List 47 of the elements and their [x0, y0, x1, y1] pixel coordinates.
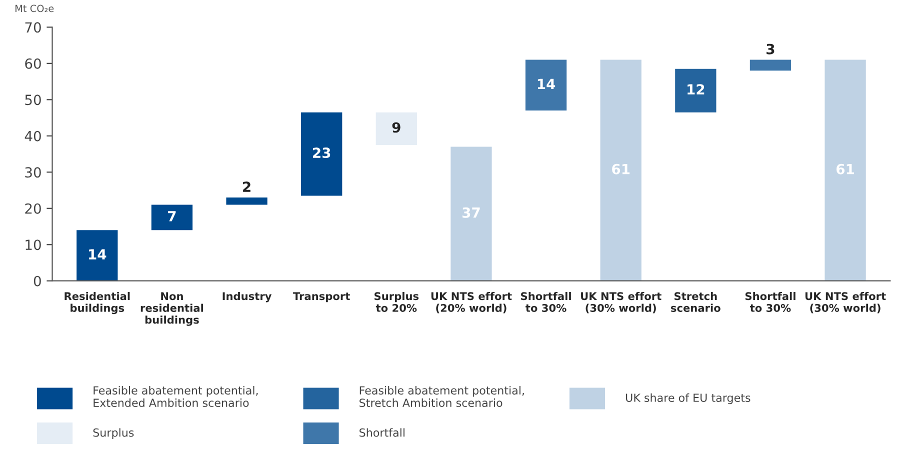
legend-label: Surplus — [93, 428, 134, 439]
data-label: 61 — [612, 164, 630, 174]
x-tick-label: Transport — [293, 292, 350, 302]
bar — [76, 230, 118, 281]
data-label: 14 — [538, 78, 556, 89]
data-label: 7 — [168, 211, 176, 222]
x-tick-label: UK NTS effort (30% world) — [805, 292, 886, 314]
legend-label: UK share of EU targets — [626, 393, 750, 404]
y-tick-label: 50 — [25, 94, 41, 106]
x-tick-label: Surplus to 20% — [374, 292, 419, 312]
x-tick-label: Shortfall to 30% — [521, 292, 571, 312]
bar — [675, 68, 716, 112]
y-tick-label: 10 — [26, 240, 41, 250]
y-axis-title: Mt CO₂e — [16, 4, 54, 12]
bar — [376, 112, 417, 145]
legend-label: Feasible abatement potential, Stretch Ambition scenario — [360, 386, 524, 408]
data-label: 23 — [313, 148, 330, 158]
x-tick-label: UK NTS effort (20% world) — [431, 292, 512, 314]
y-tick-label: 30 — [25, 167, 41, 178]
x-tick-label: Shortfall to 30% — [745, 292, 796, 312]
x-tick-label: UK NTS effort (30% world) — [581, 292, 662, 314]
legend-label: Shortfall — [360, 428, 404, 437]
data-label: 3 — [766, 44, 774, 54]
x-tick-label: Industry — [222, 292, 272, 302]
x-tick-label: Non residential buildings — [140, 292, 204, 326]
data-label: 12 — [688, 84, 704, 94]
data-label: 9 — [392, 122, 400, 133]
data-label: 2 — [243, 182, 250, 192]
bar — [525, 60, 567, 111]
bar — [450, 146, 492, 281]
bar — [151, 204, 193, 230]
y-tick-label: 40 — [24, 130, 41, 142]
y-tick-label: 60 — [25, 58, 41, 69]
bar — [301, 112, 342, 196]
data-label: 61 — [836, 164, 854, 174]
y-tick-label: 70 — [25, 22, 41, 33]
bar — [600, 60, 642, 281]
bar — [750, 60, 792, 71]
y-tick-label: 20 — [25, 203, 41, 214]
legend-label: Feasible abatement potential, Extended Ambition scenario — [94, 386, 258, 408]
x-tick-label: Stretch scenario — [671, 292, 720, 312]
data-label: 14 — [89, 249, 106, 260]
bar — [226, 198, 268, 205]
y-tick-label: 0 — [34, 276, 41, 286]
x-tick-label: Residential buildings — [64, 292, 130, 314]
data-label: 37 — [462, 207, 480, 218]
bar — [824, 60, 866, 281]
